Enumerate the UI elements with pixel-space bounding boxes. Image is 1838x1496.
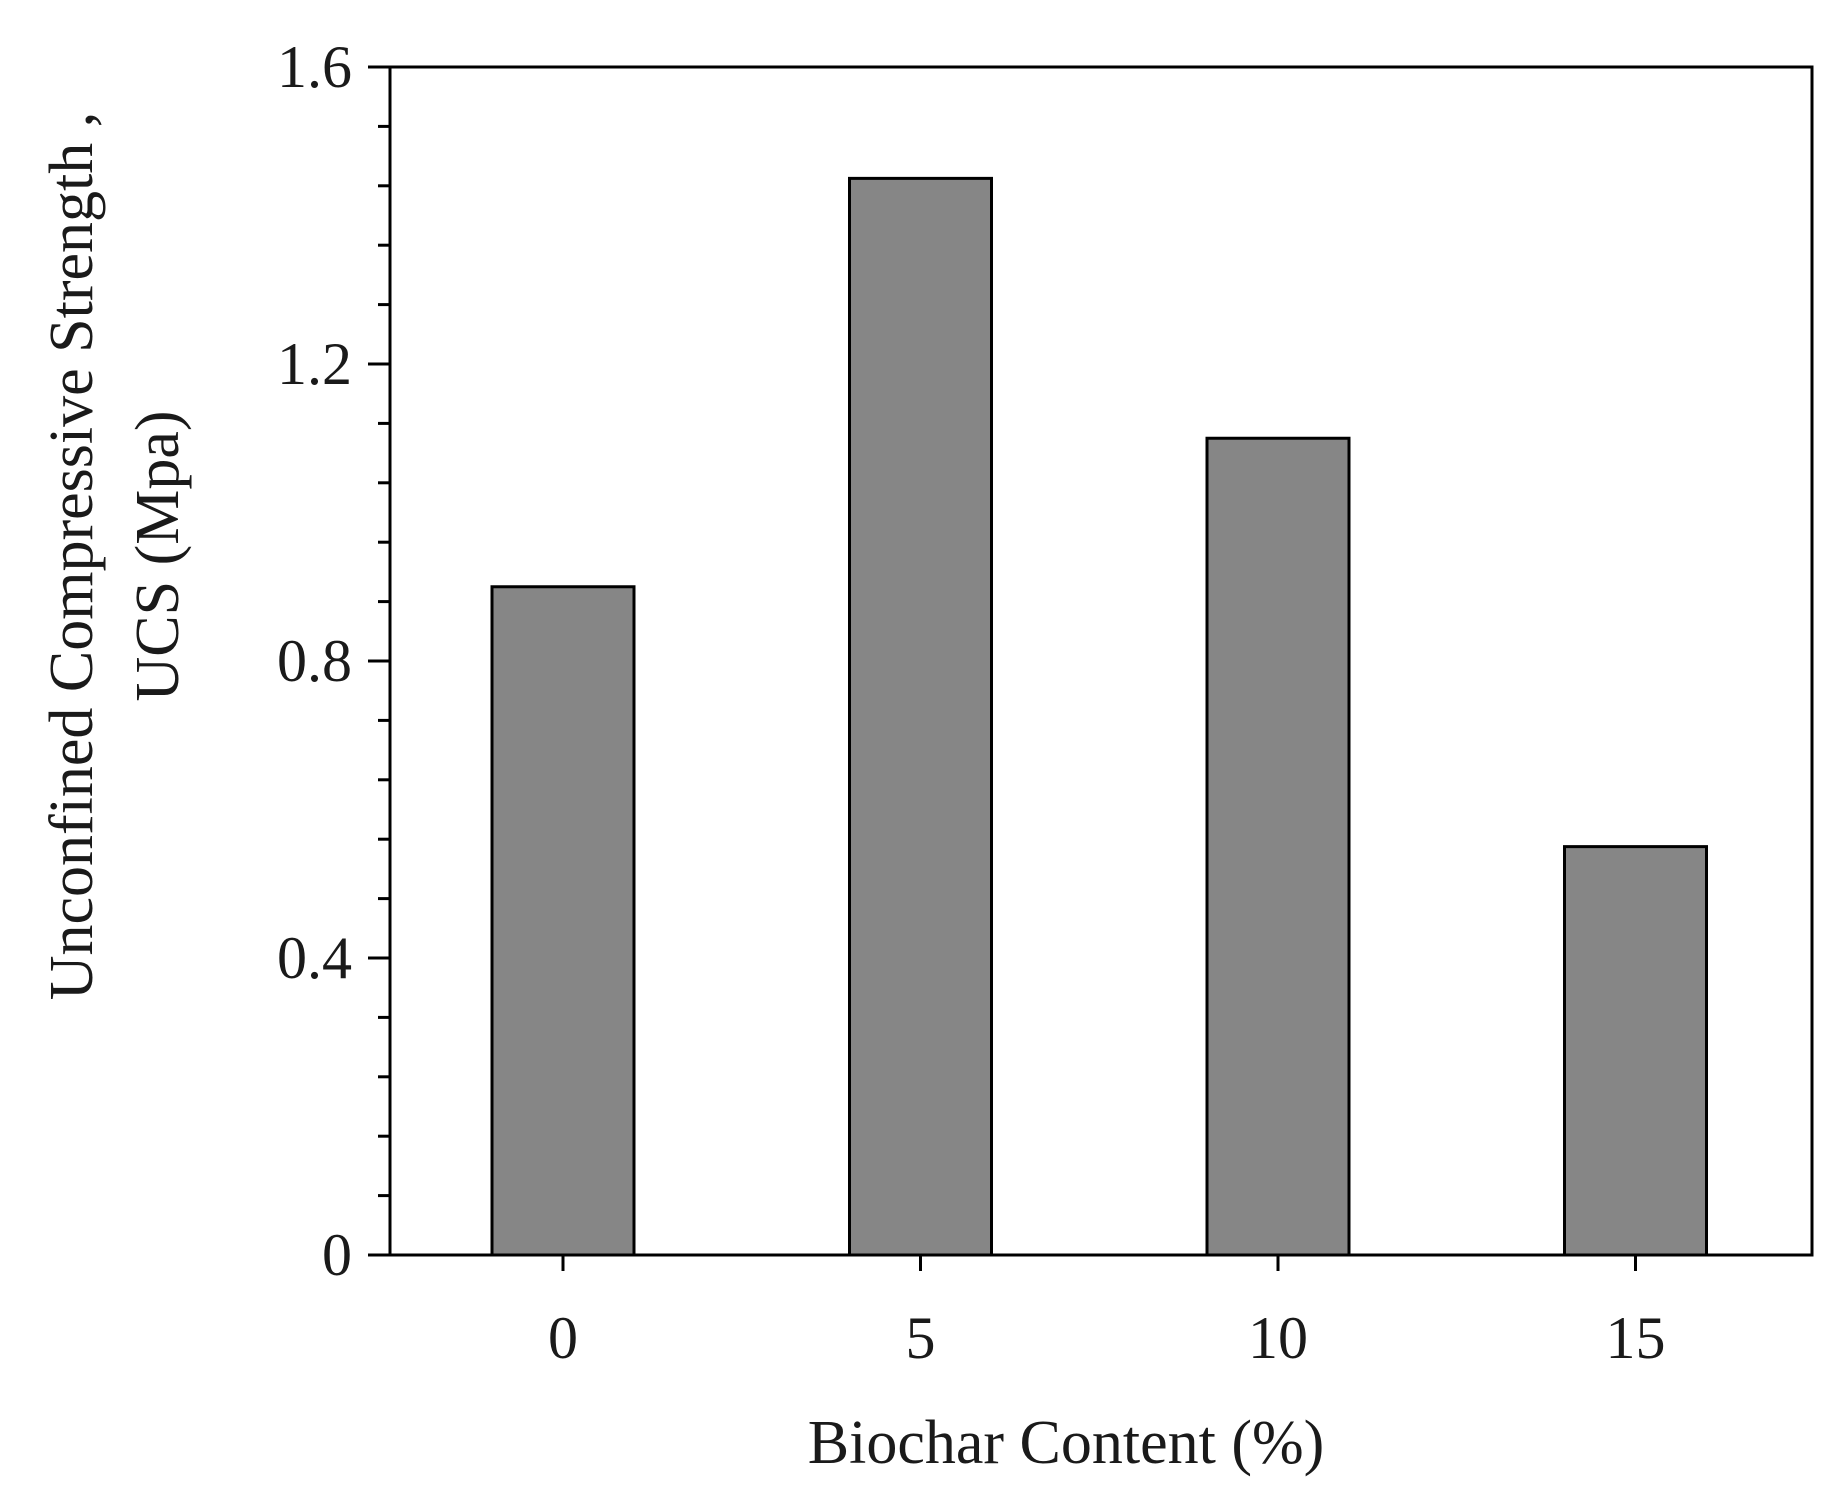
x-tick-label: 10 [1248, 1305, 1308, 1371]
y-tick-label: 1.6 [277, 34, 352, 100]
axes-layer [368, 65, 1814, 1271]
y-axis-title-line1: Unconfined Compressive Strength , [38, 112, 106, 1001]
labels-layer: Biochar Content (%) Unconfined Compressi… [38, 34, 1666, 1477]
y-tick-label: 0 [322, 1222, 352, 1288]
bars-layer [490, 176, 1708, 1257]
x-tick-label: 0 [548, 1305, 578, 1371]
y-tick-label: 0.8 [277, 628, 352, 694]
x-tick-label: 15 [1606, 1305, 1666, 1371]
y-tick-label: 0.4 [277, 925, 352, 991]
x-tick-label: 5 [906, 1305, 936, 1371]
y-tick-label: 1.2 [277, 331, 352, 397]
bar-15 [1563, 845, 1708, 1257]
bar-0 [490, 585, 636, 1257]
y-axis-title-line2: UCS (Mpa) [124, 410, 192, 701]
bar-10 [1205, 436, 1351, 1257]
bar-5 [848, 176, 993, 1257]
x-axis-title: Biochar Content (%) [808, 1409, 1325, 1477]
